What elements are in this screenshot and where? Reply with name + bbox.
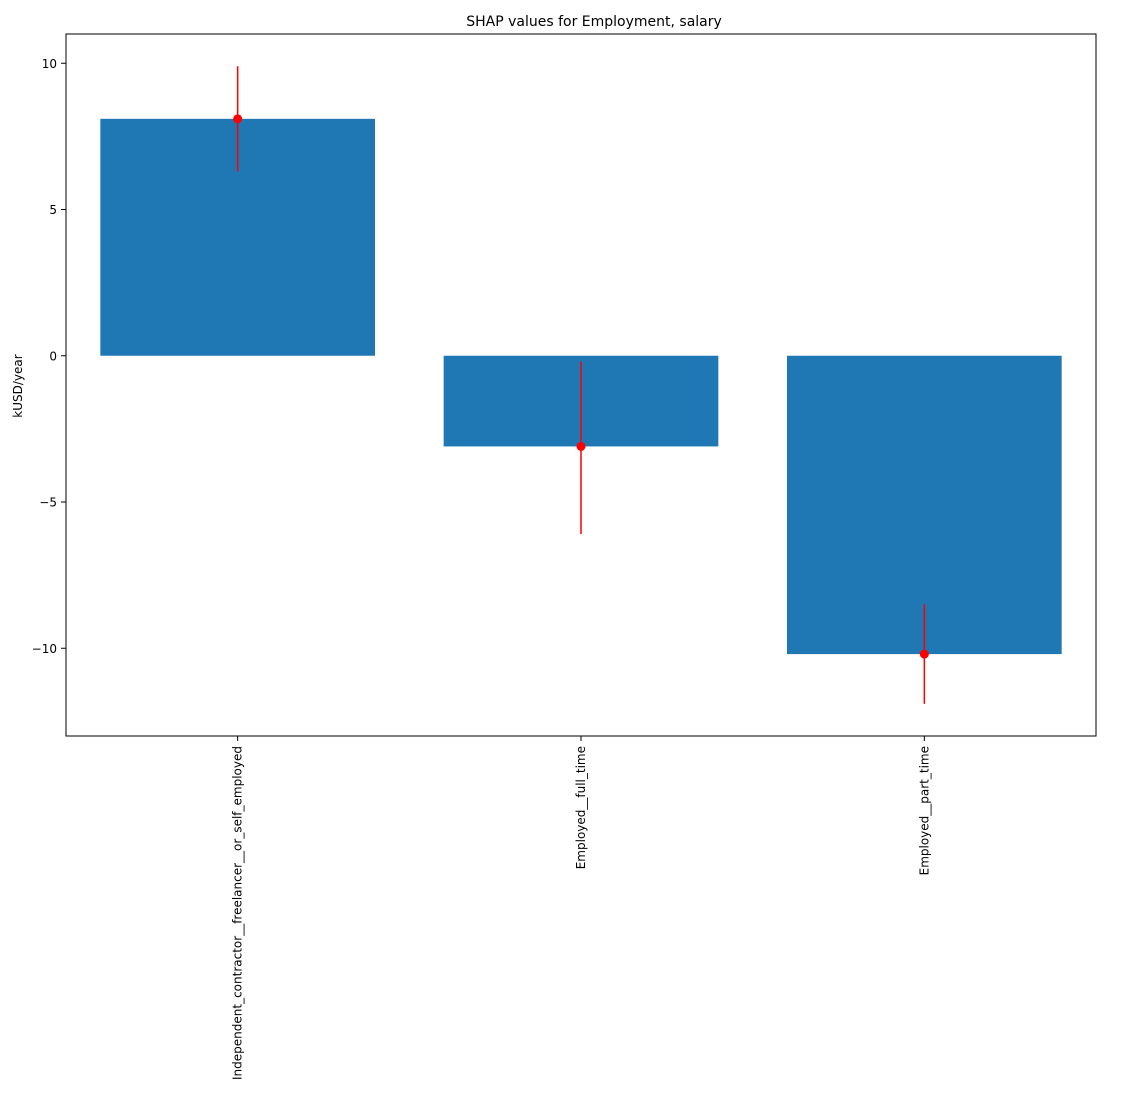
x-tick-label: Independent_contractor__freelancer__or_s… [231,746,245,1080]
plot-frame [65,33,1097,737]
x-tick-label: Employed__part_time [917,746,931,875]
y-tick-label: −5 [39,496,57,510]
mean-point [576,441,586,451]
y-axis-label: kUSD/year [11,354,25,417]
x-tick-label: Employed__full_time [574,746,588,869]
y-ticks-layer: 10 5 0 −5 −10 [32,57,66,656]
y-tick-label: −10 [32,642,57,656]
error-bars-layer [233,66,929,704]
chart-title: SHAP values for Employment, salary [466,14,722,30]
y-tick-label: 0 [49,349,57,363]
y-tick-label: 10 [42,57,57,71]
mean-point [233,114,243,124]
x-ticks-layer: Independent_contractor__freelancer__or_s… [231,736,931,1080]
mean-point [919,649,929,659]
y-tick-label: 5 [49,203,57,217]
